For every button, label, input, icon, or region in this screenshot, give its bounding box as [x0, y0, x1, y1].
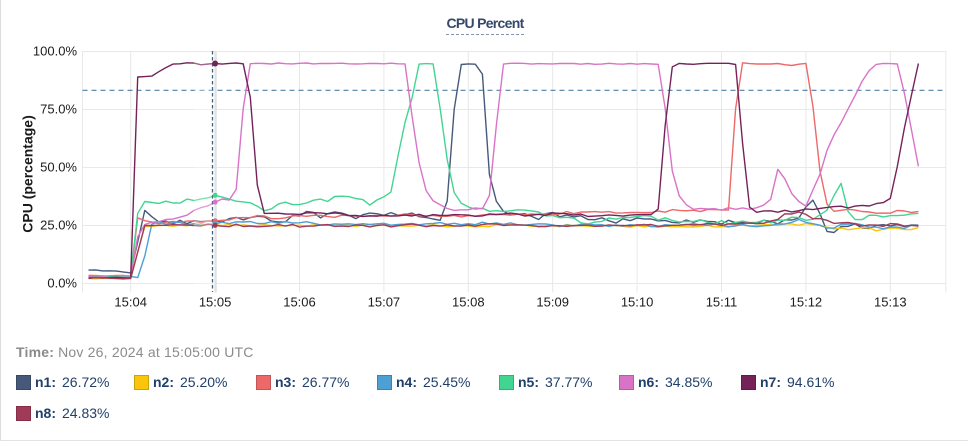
svg-text:15:10: 15:10	[621, 295, 654, 310]
svg-text:15:12: 15:12	[790, 295, 823, 310]
svg-text:25.0%: 25.0%	[40, 218, 77, 233]
svg-text:CPU (percentage): CPU (percentage)	[20, 115, 36, 232]
svg-text:15:04: 15:04	[114, 295, 147, 310]
svg-text:15:09: 15:09	[536, 295, 569, 310]
svg-text:15:06: 15:06	[283, 295, 316, 310]
svg-text:50.0%: 50.0%	[40, 160, 77, 175]
svg-text:100.0%: 100.0%	[33, 44, 78, 59]
svg-text:15:08: 15:08	[452, 295, 485, 310]
svg-text:15:05: 15:05	[199, 295, 232, 310]
svg-text:15:07: 15:07	[368, 295, 401, 310]
svg-text:0.0%: 0.0%	[47, 276, 77, 291]
svg-text:15:11: 15:11	[706, 295, 738, 310]
svg-text:75.0%: 75.0%	[40, 102, 77, 117]
svg-text:15:13: 15:13	[874, 295, 907, 310]
